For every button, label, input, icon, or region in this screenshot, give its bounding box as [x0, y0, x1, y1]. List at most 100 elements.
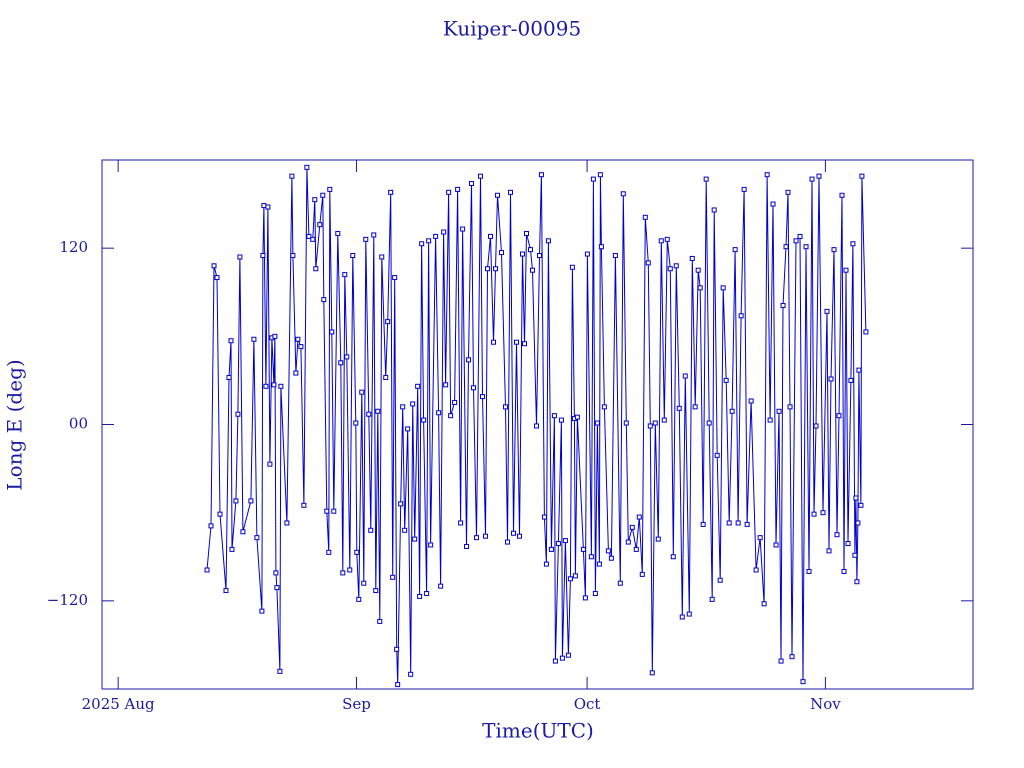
x-tick-label: Nov — [810, 695, 841, 713]
data-point — [555, 541, 561, 547]
data-point — [658, 238, 664, 244]
data-point — [366, 411, 372, 417]
data-point — [277, 668, 283, 674]
data-point — [514, 339, 520, 345]
data-point — [495, 192, 501, 198]
data-point — [845, 541, 851, 547]
data-point — [826, 548, 832, 554]
data-point — [567, 576, 573, 582]
data-point — [240, 529, 246, 535]
data-point — [726, 520, 732, 526]
data-point — [390, 574, 396, 580]
data-point — [271, 382, 277, 388]
data-point — [761, 601, 767, 607]
data-point — [592, 590, 598, 596]
data-point — [259, 608, 265, 614]
data-point — [272, 333, 278, 339]
data-point — [273, 570, 279, 576]
data-point — [800, 679, 806, 685]
data-point — [342, 272, 348, 278]
data-point — [858, 502, 864, 508]
data-point — [709, 596, 715, 602]
data-point — [443, 382, 449, 388]
data-point — [327, 186, 333, 192]
data-point — [392, 275, 398, 281]
data-point — [491, 339, 497, 345]
data-point — [629, 524, 635, 530]
data-point — [265, 204, 271, 210]
data-point — [377, 618, 383, 624]
data-point — [682, 373, 688, 379]
data-point — [466, 357, 472, 363]
data-point — [776, 408, 782, 414]
data-point — [655, 536, 661, 542]
data-point — [732, 247, 738, 253]
data-line — [206, 167, 867, 685]
data-point — [834, 532, 840, 538]
data-point — [385, 319, 391, 325]
data-point — [395, 682, 401, 688]
data-point — [843, 267, 849, 273]
chart-title: Kuiper-00095 — [443, 17, 581, 41]
data-point — [820, 510, 826, 516]
data-point — [608, 555, 614, 561]
data-point — [204, 567, 210, 573]
data-point — [499, 250, 505, 256]
data-point — [803, 244, 809, 250]
data-point — [572, 573, 578, 579]
data-point — [536, 253, 542, 259]
data-point — [505, 539, 511, 545]
data-point — [290, 253, 296, 259]
data-point — [312, 197, 318, 203]
data-point — [785, 189, 791, 195]
data-point — [703, 176, 709, 182]
data-point — [565, 652, 571, 658]
data-point — [770, 201, 776, 207]
data-point — [441, 229, 447, 235]
data-point — [692, 404, 698, 410]
data-point — [773, 542, 779, 548]
data-point — [388, 189, 394, 195]
data-point — [354, 549, 360, 555]
data-point — [289, 173, 295, 179]
data-point — [594, 420, 600, 426]
data-point — [545, 238, 551, 244]
data-point — [383, 374, 389, 380]
data-point — [596, 561, 602, 567]
data-point — [664, 236, 670, 242]
x-axis-label: Time(UTC) — [482, 719, 594, 743]
data-point — [371, 232, 377, 238]
data-point — [588, 554, 594, 560]
data-point — [412, 536, 418, 542]
data-point — [237, 254, 243, 260]
data-point — [233, 498, 239, 504]
data-point — [642, 214, 648, 220]
data-point — [695, 267, 701, 273]
data-point — [321, 297, 327, 303]
data-point — [558, 417, 564, 423]
data-point — [856, 367, 862, 373]
data-point — [464, 543, 470, 549]
data-point — [373, 588, 379, 594]
data-point — [485, 266, 491, 272]
data-point — [368, 527, 374, 533]
data-point — [208, 523, 214, 529]
data-point — [767, 417, 773, 423]
data-point — [433, 233, 439, 239]
data-point — [574, 414, 580, 420]
data-point — [729, 408, 735, 414]
data-point — [848, 377, 854, 383]
data-point — [670, 554, 676, 560]
data-point — [436, 410, 442, 416]
data-point — [793, 238, 799, 244]
data-point — [306, 233, 312, 239]
data-point — [361, 580, 367, 586]
data-point — [524, 230, 530, 236]
data-point — [511, 530, 517, 536]
data-point — [398, 501, 404, 507]
data-point — [620, 191, 626, 197]
data-point — [402, 527, 408, 533]
data-point — [854, 579, 860, 585]
data-point — [338, 360, 344, 366]
data-point — [211, 263, 217, 269]
